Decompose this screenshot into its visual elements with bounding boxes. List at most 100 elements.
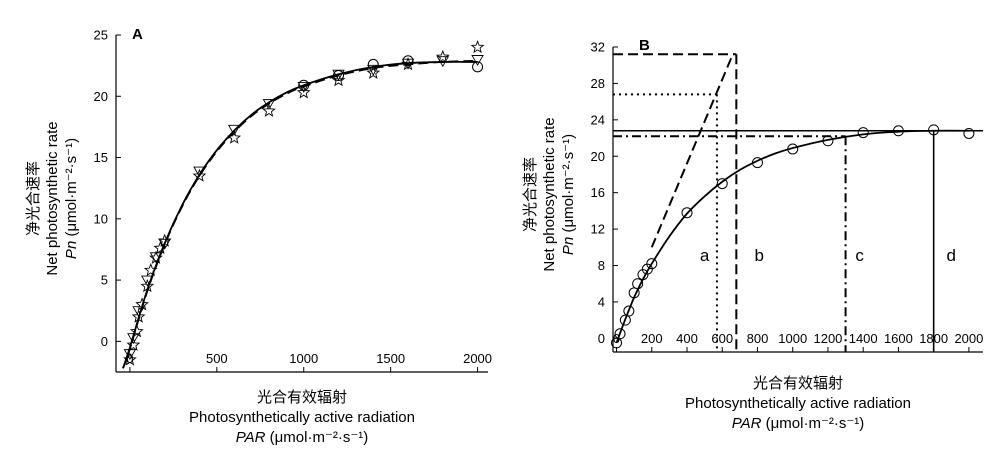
panel-a-point-star bbox=[140, 278, 155, 293]
panel-a-point-star bbox=[123, 352, 137, 366]
panel-a-ylabel-unit: Pn (μmol·m⁻²·s⁻¹) bbox=[63, 138, 80, 259]
panel-a-point-star bbox=[126, 337, 141, 351]
panel-a-x-tick-label: 500 bbox=[206, 351, 228, 366]
panel-b-fit-curve-solid bbox=[615, 129, 969, 344]
panel-b-x-tick-label: 1000 bbox=[778, 331, 807, 346]
panel-b-point-circle bbox=[751, 157, 763, 169]
panel-b-point-circle bbox=[623, 305, 635, 317]
panel-b-point-circle bbox=[892, 125, 904, 137]
panel-a-xlabel-unit: PAR (μmol·m⁻²·s⁻¹) bbox=[236, 429, 369, 446]
panel-b-x-tick-label: 200 bbox=[641, 331, 663, 346]
panel-a-xlabel-cn: 光合有效辐射 bbox=[257, 388, 347, 406]
panel-b-y-tick-label: 20 bbox=[591, 149, 605, 164]
panel-b-xlabel-unit: PAR (μmol·m⁻²·s⁻¹) bbox=[732, 415, 865, 432]
panel-a-point-star bbox=[262, 103, 276, 117]
panel-a-ylabel-symbol: Pn bbox=[63, 237, 80, 260]
panel-a-point-triangle-down bbox=[436, 56, 450, 68]
panel-b-y-tick-label: 32 bbox=[591, 40, 605, 55]
panel-b-y-tick-label: 24 bbox=[591, 112, 605, 127]
panel-a-point-triangle-down bbox=[132, 306, 145, 318]
panel-b-y-tick-label: 12 bbox=[591, 222, 605, 237]
panel-a-y-tick-label: 0 bbox=[101, 334, 108, 349]
panel-a-point-star bbox=[135, 297, 149, 311]
panel-b-x-tick-label: 800 bbox=[747, 331, 769, 346]
panel-b-ylabel-cn: 净光合速率 bbox=[521, 157, 539, 232]
panel-a-point-triangle-down bbox=[123, 349, 137, 361]
panel-a-y-tick-label: 20 bbox=[94, 89, 108, 104]
panel-b-ylabel-unit: Pn (μmol·m⁻²·s⁻¹) bbox=[560, 134, 577, 255]
panel-a-point-triangle-down bbox=[366, 64, 380, 76]
panel-b-x-tick-label: 1200 bbox=[813, 331, 842, 346]
panel-b-y-tick-label: 0 bbox=[598, 331, 605, 346]
panel-a-fit-curve-dashed bbox=[122, 59, 478, 369]
panel-b-annotation-d: d bbox=[947, 246, 956, 265]
panel-a-point-triangle-down bbox=[158, 238, 171, 250]
panel-a-point-star bbox=[227, 130, 242, 144]
panel-b-x-tick-label: 1400 bbox=[849, 331, 878, 346]
panel-a-point-star bbox=[296, 85, 311, 99]
panel-b-xlabel-en: Photosynthetically active radiation bbox=[685, 395, 911, 412]
panel-a-point-star bbox=[153, 240, 168, 255]
panel-b-point-circle bbox=[614, 328, 626, 340]
panel-b-label: B bbox=[639, 37, 650, 54]
panel-b-x-tick-label: 1600 bbox=[884, 331, 913, 346]
panel-b-y-tick-label: 8 bbox=[598, 258, 605, 273]
panel-b-ref-slope-dashed bbox=[650, 53, 734, 248]
panel-b-annotation-b: b bbox=[755, 246, 764, 265]
panel-b-point-circle bbox=[681, 207, 693, 219]
panel-a-point-triangle-down bbox=[227, 124, 241, 136]
panel-a-xlabel-symbol: PAR bbox=[236, 429, 270, 446]
panel-b-x-tick-label: 400 bbox=[676, 331, 698, 346]
panel-a-point-star bbox=[192, 168, 207, 182]
panel-b-annotation-a: a bbox=[700, 246, 710, 265]
panel-b-ylabel-unit-text: (μmol·m⁻²·s⁻¹) bbox=[560, 134, 577, 233]
panel-b-point-circle bbox=[822, 135, 834, 147]
panel-a-point-triangle-down bbox=[471, 55, 484, 66]
panel-b-point-circle bbox=[963, 127, 975, 139]
panel-a-point-triangle-down bbox=[297, 82, 311, 93]
panel-a-point-star bbox=[131, 309, 146, 323]
panel-b-ylabel-symbol: Pn bbox=[560, 233, 577, 256]
panel-b-xlabel-symbol: PAR bbox=[732, 415, 766, 432]
panel-b-xlabel-cn: 光合有效辐射 bbox=[753, 374, 843, 392]
panel-b-point-circle bbox=[646, 258, 658, 270]
panel-a-fit-curve-solid bbox=[122, 60, 478, 369]
panel-b-annotation-c: c bbox=[855, 246, 864, 265]
panel-a-point-star bbox=[470, 40, 485, 54]
panel-a-x-tick-label: 2000 bbox=[463, 351, 492, 366]
panel-a-label: A bbox=[132, 26, 143, 43]
panel-b-xlabel-unit-text: (μmol·m⁻²·s⁻¹) bbox=[766, 415, 865, 432]
panel-a-y-tick-label: 5 bbox=[101, 273, 108, 288]
panel-a-y-tick-label: 10 bbox=[94, 211, 108, 226]
panel-a-ylabel-unit-text: (μmol·m⁻²·s⁻¹) bbox=[63, 138, 80, 237]
panel-a-xlabel-unit-text: (μmol·m⁻²·s⁻¹) bbox=[270, 429, 369, 446]
panel-b-point-circle bbox=[787, 143, 799, 155]
panel-b-ylabel-en: Net photosynthetic rate bbox=[541, 117, 558, 271]
panel-b-x-tick-label: 2000 bbox=[954, 331, 983, 346]
panel-a-point-circle bbox=[298, 79, 310, 91]
panel-b-y-tick-label: 16 bbox=[591, 185, 605, 200]
panel-a-point-star bbox=[129, 324, 144, 338]
panel-a-xlabel-en: Photosynthetically active radiation bbox=[189, 409, 415, 426]
panel-a-x-tick-label: 1500 bbox=[376, 351, 405, 366]
panel-a-point-star bbox=[143, 263, 158, 277]
panel-b-point-circle bbox=[632, 278, 644, 290]
panel-b-ylabel: 净光合速率 Net photosynthetic rate Pn (μmol·m⁻²… bbox=[521, 117, 577, 271]
panel-b-x-tick-label: 600 bbox=[711, 331, 733, 346]
panel-a-point-circle bbox=[333, 69, 345, 81]
panel-a-point-star bbox=[435, 49, 450, 63]
panel-a-point-triangle-down bbox=[193, 166, 206, 178]
panel-a-point-triangle-down bbox=[401, 58, 415, 70]
panel-a-point-triangle-down bbox=[127, 333, 140, 345]
panel-b-point-circle bbox=[928, 124, 940, 136]
panel-a-point-star bbox=[149, 250, 163, 264]
panel-a-point-triangle-down bbox=[262, 99, 276, 111]
panel-a-x-tick-label: 1000 bbox=[289, 351, 318, 366]
panel-a-ylabel-cn: 净光合速率 bbox=[24, 161, 42, 236]
panel-a-point-triangle-down bbox=[141, 275, 154, 287]
panel-a-ylabel: 净光合速率 Net photosynthetic rate Pn (μmol·m⁻²… bbox=[24, 121, 80, 275]
panel-a-ylabel-en: Net photosynthetic rate bbox=[44, 121, 61, 275]
panel-a-point-circle bbox=[402, 55, 414, 67]
panel-a-y-tick-label: 25 bbox=[94, 28, 108, 43]
